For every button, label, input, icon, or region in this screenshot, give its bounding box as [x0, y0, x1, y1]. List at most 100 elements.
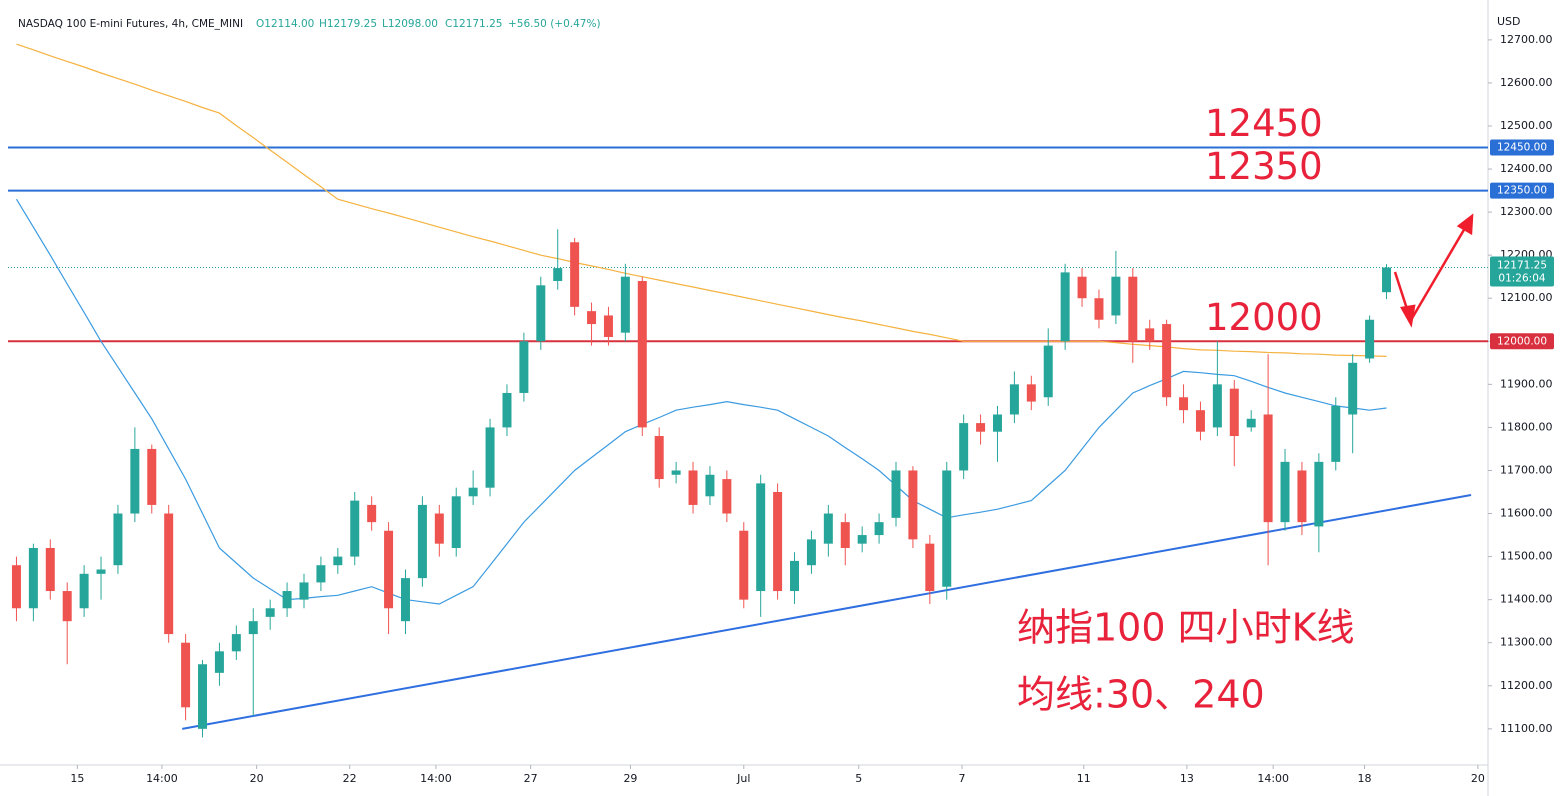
last-price-label: 12171.25 [1497, 260, 1547, 272]
candle-body [1212, 384, 1222, 428]
x-tick-label: 14:00 [1257, 772, 1289, 785]
ohlc-change: +56.50 (+0.47%) [508, 18, 601, 30]
candle-body [671, 470, 681, 475]
x-tick-label: 22 [343, 772, 357, 785]
y-tick-label: 12400.00 [1500, 162, 1553, 175]
countdown: 01:26:04 [1498, 273, 1545, 285]
candle-body [773, 491, 783, 592]
candle-body [316, 565, 326, 583]
x-tick-label: 18 [1358, 772, 1372, 785]
candle-body [282, 591, 292, 609]
candle-body [1348, 362, 1358, 415]
x-tick-label: 11 [1077, 772, 1091, 785]
candle-body [1331, 405, 1341, 462]
candle-body [722, 479, 732, 514]
y-tick-label: 12500.00 [1500, 119, 1553, 132]
candle-body [333, 556, 343, 566]
candle-body [1094, 298, 1104, 320]
x-tick-label: 20 [1471, 772, 1485, 785]
candle-body [519, 341, 529, 393]
candle-body [620, 276, 630, 333]
ohlc-low: L12098.00 [382, 18, 438, 30]
y-tick-label: 11800.00 [1500, 420, 1553, 433]
candle-body [959, 423, 969, 471]
candle-body [1179, 397, 1189, 411]
candle-body [181, 642, 191, 708]
candle-body [976, 423, 986, 432]
candle-body [1128, 276, 1138, 342]
candle-body [214, 651, 224, 673]
candle-body [1060, 272, 1070, 342]
candle-body [840, 522, 850, 548]
candle-body [536, 285, 546, 342]
candle-body [1145, 328, 1155, 342]
candle-body [857, 535, 867, 544]
arrows [1393, 213, 1474, 328]
ohlc-close: C12171.25 [445, 18, 502, 30]
level-annotation: 12450 [1205, 102, 1323, 145]
x-tick-label: 20 [250, 772, 264, 785]
note: 纳指100 四小时K线 [1017, 606, 1355, 650]
note: 均线:30、240 [1017, 673, 1265, 717]
x-tick-label: Jul [736, 772, 750, 785]
x-tick-label: 27 [524, 772, 538, 785]
candle-body [147, 448, 157, 505]
moving-average [15, 198, 1387, 605]
candle-body [11, 565, 21, 609]
candle-body [248, 621, 258, 635]
x-tick-label: 29 [623, 772, 637, 785]
candle-body [1263, 414, 1273, 523]
level-badge [1490, 182, 1554, 199]
candle-body [790, 560, 800, 592]
candle-body [299, 582, 309, 600]
candle-body [1111, 276, 1121, 316]
y-tick-label: 11100.00 [1500, 722, 1553, 735]
candle-body [874, 522, 884, 536]
candle-body [570, 242, 580, 307]
y-tick-label: 11900.00 [1500, 377, 1553, 390]
ohlc-open: O12114.00 [256, 18, 314, 30]
x-tick-label: 14:00 [146, 772, 178, 785]
candle-body [45, 547, 55, 592]
candle-body [28, 547, 38, 609]
candle-body [654, 436, 664, 480]
candle-body [891, 470, 901, 518]
y-tick-label: 12600.00 [1500, 76, 1553, 89]
candle-body [1246, 418, 1256, 428]
y-tick-label: 12300.00 [1500, 205, 1553, 218]
x-tick-label: 5 [855, 772, 862, 785]
candle-body [198, 664, 208, 729]
level-badge-label: 12000.00 [1497, 335, 1547, 347]
candle-body [96, 569, 106, 574]
axis-unit: USD [1497, 15, 1521, 28]
level-annotation: 12350 [1205, 145, 1323, 188]
y-tick-label: 12700.00 [1500, 33, 1553, 46]
y-tick-label: 11200.00 [1500, 679, 1553, 692]
candle-body [925, 543, 935, 592]
candle-body [823, 513, 833, 544]
last-price-badge [1490, 256, 1554, 287]
y-tick-label: 11400.00 [1500, 593, 1553, 606]
symbol: NASDAQ 100 E-mini Futures, 4h, CME_MINI [18, 18, 243, 30]
level-badge [1490, 333, 1554, 350]
candle-body [350, 500, 360, 557]
candle-body [1280, 461, 1290, 523]
candle-body [705, 474, 715, 497]
candle-body [434, 513, 444, 544]
candle-body [79, 573, 89, 609]
candle-body [485, 427, 495, 488]
candle-body [756, 483, 766, 592]
candle-body [1314, 461, 1324, 527]
candle-body [1026, 384, 1036, 402]
candle-body [603, 315, 613, 337]
candle-body [739, 530, 749, 600]
moving-average [16, 43, 1387, 357]
ohlc-high: H12179.25 [319, 18, 377, 30]
x-tick-label: 7 [958, 772, 965, 785]
candle-body [587, 311, 597, 325]
candle-body [113, 513, 123, 566]
candle-body [637, 281, 647, 428]
